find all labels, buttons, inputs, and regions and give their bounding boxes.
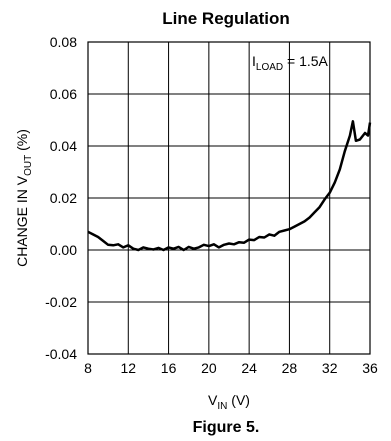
annotation-value: = 1.5A bbox=[283, 53, 328, 69]
y-tick-label: 0.08 bbox=[50, 34, 77, 50]
grid bbox=[87, 41, 371, 355]
x-axis-label: VIN (V) bbox=[208, 392, 250, 412]
x-tick-label: 28 bbox=[282, 360, 298, 376]
x-tick-label: 24 bbox=[241, 360, 257, 376]
x-axis-label-subscript: IN bbox=[217, 401, 227, 412]
x-axis-ticks: 8 12 16 20 24 28 32 36 bbox=[84, 360, 378, 376]
x-tick-label: 32 bbox=[322, 360, 338, 376]
x-tick-label: 8 bbox=[84, 360, 92, 376]
load-current-annotation: ILOAD = 1.5A bbox=[252, 53, 329, 73]
y-axis-ticks: -0.04 -0.02 0.00 0.02 0.04 0.06 0.08 bbox=[45, 34, 77, 362]
x-axis-label-main: V bbox=[208, 392, 218, 408]
y-axis-label-subscript: OUT bbox=[23, 155, 34, 176]
x-tick-label: 36 bbox=[362, 360, 378, 376]
y-tick-label: 0.02 bbox=[50, 190, 77, 206]
y-axis-label: CHANGE IN VOUT (%) bbox=[14, 129, 34, 267]
x-tick-label: 16 bbox=[161, 360, 177, 376]
y-tick-label: 0.00 bbox=[50, 242, 77, 258]
annotation-symbol: I bbox=[252, 53, 256, 69]
x-tick-label: 20 bbox=[201, 360, 217, 376]
x-axis-label-unit: (V) bbox=[227, 392, 250, 408]
annotation-subscript: LOAD bbox=[256, 62, 283, 73]
chart-title: Line Regulation bbox=[162, 9, 290, 28]
y-axis-label-suffix: (%) bbox=[14, 129, 30, 155]
y-tick-label: 0.06 bbox=[50, 86, 77, 102]
x-tick-label: 12 bbox=[120, 360, 136, 376]
plot-frame bbox=[87, 41, 371, 355]
series-line bbox=[87, 120, 372, 252]
y-tick-label: -0.02 bbox=[45, 294, 77, 310]
figure-caption: Figure 5. bbox=[193, 419, 260, 436]
y-axis-label-prefix: CHANGE IN V bbox=[14, 175, 30, 267]
y-tick-label: -0.04 bbox=[45, 346, 77, 362]
series-layer bbox=[87, 120, 372, 252]
y-tick-label: 0.04 bbox=[50, 138, 77, 154]
